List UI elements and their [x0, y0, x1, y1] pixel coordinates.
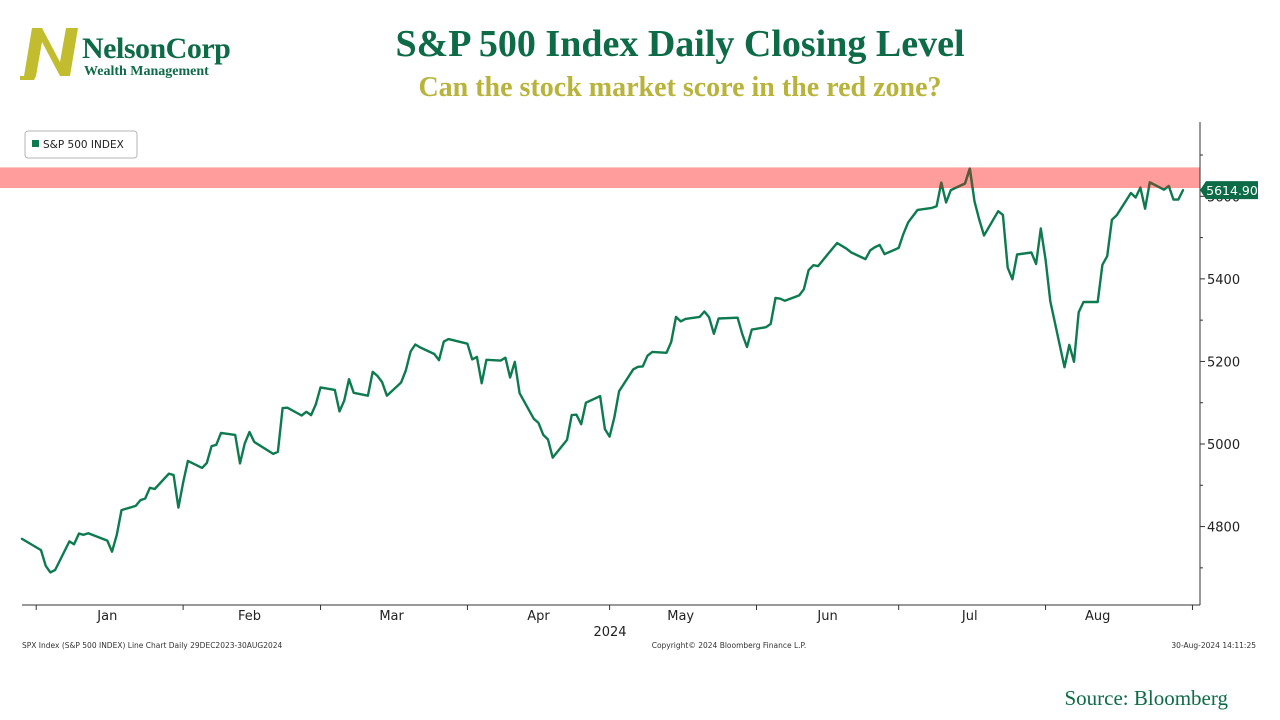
legend-swatch	[32, 140, 39, 147]
footer-copyright: Copyright© 2024 Bloomberg Finance L.P.	[652, 641, 807, 650]
footer-timestamp: 30-Aug-2024 14:11:25	[1171, 641, 1256, 650]
last-value-badge	[1200, 181, 1258, 200]
series-line	[20, 167, 1185, 574]
x-tick-label: Jul	[961, 609, 978, 624]
x-tick-label: Jun	[816, 609, 837, 624]
x-tick-label: Apr	[527, 609, 550, 624]
source-note: Source: Bloomberg	[1064, 686, 1228, 710]
y-tick-label: 5000	[1207, 438, 1240, 453]
series-line-in-zone	[939, 167, 1171, 189]
page-title: S&P 500 Index Daily Closing Level	[395, 23, 965, 65]
legend-box[interactable]	[24, 130, 138, 159]
last-value-label: 5614.90	[1206, 183, 1258, 198]
legend-label: S&P 500 INDEX	[43, 139, 124, 151]
x-tick-label: Aug	[1085, 609, 1110, 624]
x-axis-year-label: 2024	[593, 625, 626, 640]
y-tick-label: 5400	[1207, 273, 1240, 288]
x-tick-label: Jan	[96, 609, 117, 624]
logo-n-mark-icon	[20, 28, 78, 80]
logo-name: NelsonCorp	[82, 32, 231, 65]
y-tick-label: 5200	[1207, 355, 1240, 370]
x-tick-label: Mar	[379, 609, 404, 624]
x-tick-label: May	[667, 609, 694, 624]
footer-left-note: SPX Index (S&P 500 INDEX) Line Chart Dai…	[22, 641, 283, 650]
x-tick-label: Feb	[238, 609, 261, 624]
logo-subtitle: Wealth Management	[84, 64, 209, 79]
page-subtitle: Can the stock market score in the red zo…	[418, 72, 942, 103]
red-zone-band	[0, 167, 1200, 188]
nelsoncorp-logo: NelsonCorp Wealth Management	[20, 24, 235, 80]
y-tick-label: 4800	[1207, 521, 1240, 536]
